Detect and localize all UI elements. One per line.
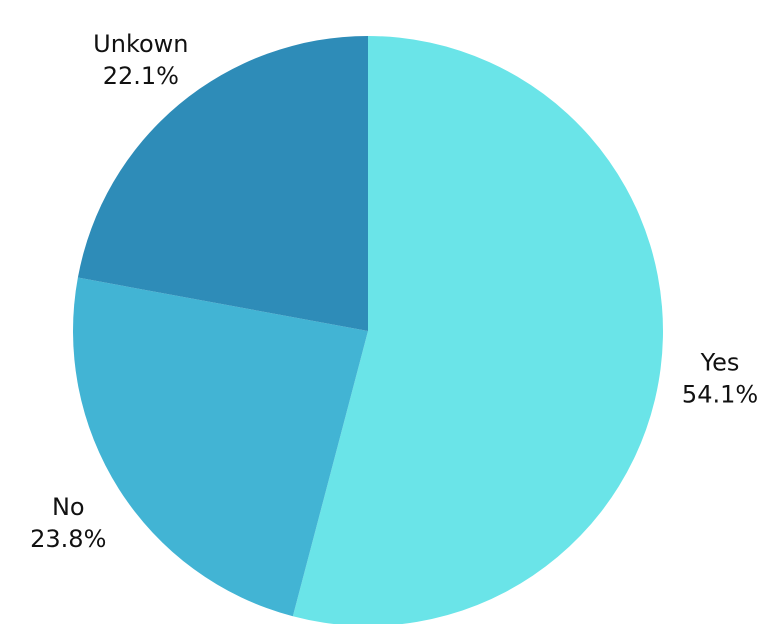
pie-label-yes: Yes 54.1% (682, 349, 758, 409)
pie-label-name: Unkown (93, 30, 188, 58)
pie-slice-unkown (77, 35, 368, 331)
pie-label-name: No (52, 493, 85, 521)
pie-label-unkown: Unkown 22.1% (93, 30, 188, 90)
pie-slice-yes (292, 36, 663, 624)
pie-label-percent: 22.1% (103, 62, 179, 90)
pie-label-percent: 54.1% (682, 381, 758, 409)
pie-label-percent: 23.8% (30, 525, 106, 553)
pie-labels: Yes 54.1% No 23.8% Unkown 22.1% (30, 30, 758, 553)
pie-slice-no (73, 277, 369, 617)
pie-label-name: Yes (700, 349, 740, 377)
pie-label-no: No 23.8% (30, 493, 106, 553)
pie-slices (73, 35, 663, 624)
